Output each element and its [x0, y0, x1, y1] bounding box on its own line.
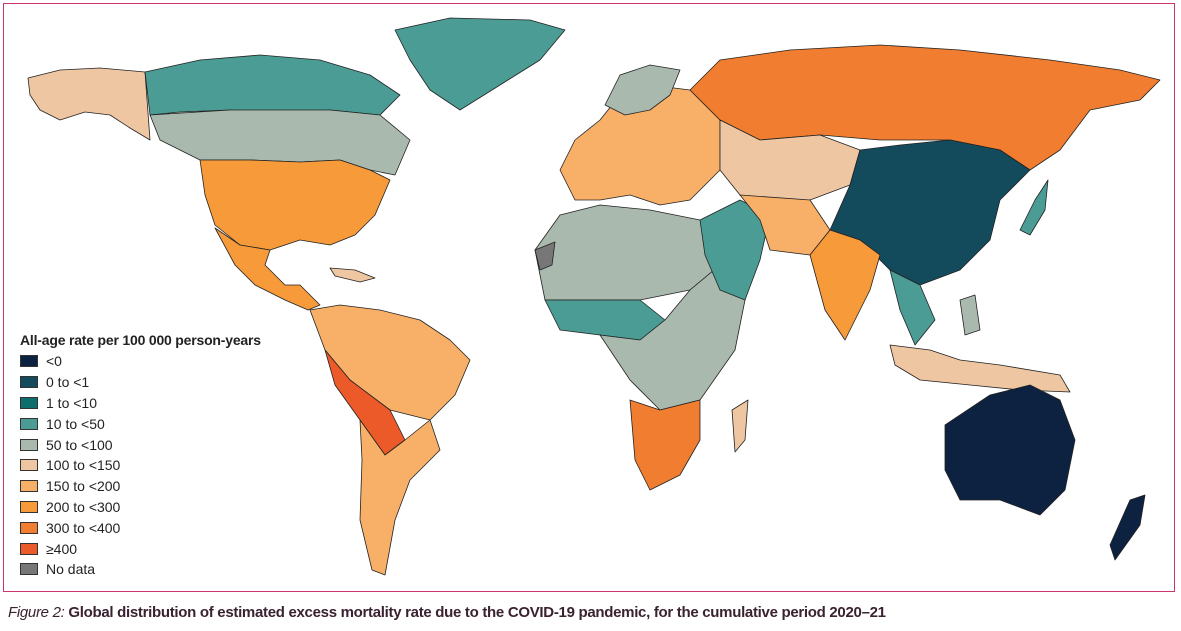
legend-label: 100 to <150	[46, 457, 121, 474]
region-new-zealand	[1109, 494, 1146, 561]
legend-label: No data	[46, 561, 96, 578]
legend-swatch	[20, 500, 38, 513]
region-southern-africa	[629, 399, 701, 491]
region-south-america-south	[359, 419, 441, 576]
figure-caption: Figure 2: Global distribution of estimat…	[8, 604, 886, 621]
region-japan	[1019, 179, 1049, 236]
legend-swatch	[20, 521, 38, 534]
world-map	[27, 17, 1161, 576]
legend-item: 100 to <150	[20, 455, 261, 476]
region-philippines	[959, 294, 981, 336]
legend-swatch	[20, 542, 38, 555]
legend-label: 300 to <400	[46, 519, 121, 536]
legend-swatch	[20, 563, 38, 576]
legend-label: <0	[46, 353, 62, 370]
figure-frame	[3, 3, 1175, 592]
region-scandinavia	[604, 64, 681, 116]
legend-item: <0	[20, 351, 261, 372]
legend-item: 1 to <10	[20, 393, 261, 414]
legend-swatch	[20, 480, 38, 493]
region-australia	[944, 384, 1076, 516]
region-north-africa	[534, 204, 721, 301]
legend-item: 300 to <400	[20, 517, 261, 538]
legend-item: 150 to <200	[20, 476, 261, 497]
figure-label: Figure 2:	[8, 604, 65, 621]
legend-swatch	[20, 417, 38, 430]
region-mexico-central-america	[214, 227, 321, 311]
legend-label: ≥400	[46, 540, 78, 557]
legend-label: 50 to <100	[46, 436, 113, 453]
region-canada-north	[144, 54, 401, 116]
region-madagascar	[731, 399, 749, 453]
legend-swatch	[20, 459, 38, 472]
legend-title: All-age rate per 100 000 person-years	[20, 332, 261, 348]
legend-label: 0 to <1	[46, 374, 90, 391]
region-caribbean	[329, 267, 376, 283]
caption-text: Global distribution of estimated excess …	[64, 604, 886, 621]
region-western-sahara	[534, 241, 556, 271]
region-usa	[199, 159, 391, 251]
region-indonesia	[889, 344, 1071, 393]
legend-label: 200 to <300	[46, 498, 121, 515]
legend-swatch	[20, 438, 38, 451]
legend-item: 10 to <50	[20, 413, 261, 434]
legend-item: 0 to <1	[20, 372, 261, 393]
map-legend: All-age rate per 100 000 person-years <0…	[20, 332, 261, 580]
legend-label: 10 to <50	[46, 415, 105, 432]
legend-item: 50 to <100	[20, 434, 261, 455]
legend-swatch	[20, 396, 38, 409]
region-greenland	[394, 17, 566, 111]
legend-label: 1 to <10	[46, 394, 97, 411]
legend-swatch	[20, 355, 38, 368]
legend-swatch	[20, 376, 38, 389]
legend-item: 200 to <300	[20, 497, 261, 518]
legend-label: 150 to <200	[46, 478, 121, 495]
legend-item: ≥400	[20, 538, 261, 559]
region-alaska	[27, 67, 151, 141]
legend-item: No data	[20, 559, 261, 580]
region-india	[809, 229, 881, 341]
region-southeast-asia	[889, 269, 936, 346]
region-middle-east	[699, 199, 771, 301]
